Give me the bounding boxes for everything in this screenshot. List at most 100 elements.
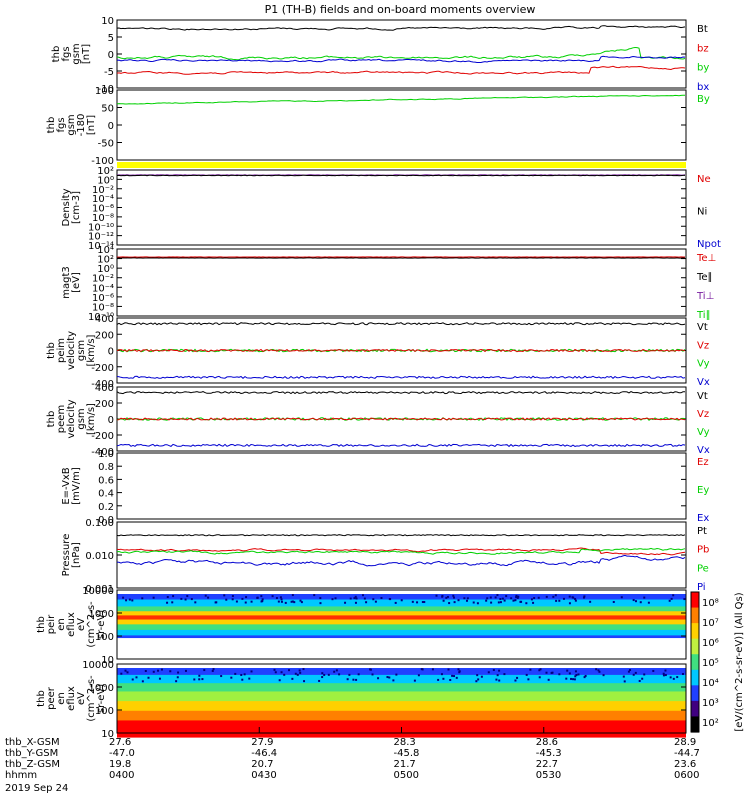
series-pi (116, 554, 686, 567)
spectrogram-speckle (280, 600, 283, 603)
spectrogram-speckle (582, 596, 585, 599)
spectrogram-speckle (529, 668, 532, 671)
spectrogram-speckle (574, 675, 577, 678)
spectrogram-speckle (144, 670, 147, 673)
spectrogram-speckle (533, 597, 536, 600)
y-tick-label: 10 (101, 16, 114, 27)
ephemeris-value: 28.6 (536, 737, 558, 748)
spectrogram-speckle (496, 594, 499, 597)
spectrogram-speckle (598, 670, 601, 673)
spectrogram-speckle (122, 596, 125, 599)
spectrogram-speckle (354, 595, 357, 598)
spectrogram-speckle (198, 674, 201, 677)
y-tick-label: 1.0 (98, 449, 114, 460)
spectrogram-speckle (514, 679, 517, 682)
spectrogram-band (117, 606, 686, 612)
spectrogram-speckle (361, 594, 364, 597)
panel-6: 400 200 0 -200 -400 thb peem velocity gsm [km/s] V… (46, 383, 710, 458)
spectrogram-speckle (662, 672, 665, 675)
y-axis-label-line: [nT] (86, 115, 97, 135)
ephemeris-value: 23.6 (674, 759, 696, 770)
y-axis-label-line: gsm (76, 408, 87, 429)
y-tick-label: 0.8 (98, 462, 114, 473)
spectrogram-speckle (388, 676, 391, 679)
y-axis-label-line: Density (61, 188, 72, 226)
y-tick-label: 10⁻⁶ (92, 293, 114, 304)
spectrogram-speckle (333, 670, 336, 673)
y-axis-label-line: (cm^2-s- (86, 601, 97, 648)
spectrogram-speckle (449, 678, 452, 681)
spectrogram-speckle (374, 600, 377, 603)
spectrogram-band (117, 683, 686, 693)
y-tick-label: 10⁴ (97, 245, 114, 256)
spectrogram-speckle (440, 673, 443, 676)
spectrogram-speckle (302, 668, 305, 671)
spectrogram-speckle (583, 595, 586, 598)
y-axis-label-line: [nT] (81, 44, 92, 64)
y-tick-label: 100 (95, 86, 114, 97)
spectrogram-speckle (244, 601, 247, 604)
y-tick-label: 5 (108, 33, 114, 44)
y-axis-label-line: gsm (66, 114, 77, 135)
spectrogram-speckle (176, 676, 179, 679)
spectrogram-band (117, 701, 686, 712)
spectrogram-speckle (487, 671, 490, 674)
spectrogram-speckle (212, 668, 215, 671)
spectrogram-speckle (485, 599, 488, 602)
spectrogram-speckle (240, 673, 243, 676)
spectrogram-speckle (568, 672, 571, 675)
spectrogram-speckle (602, 674, 605, 677)
spectrogram-speckle (273, 668, 276, 671)
spectrogram-speckle (377, 677, 380, 680)
y-axis-label: thb peer en eflux eV (cm^2-s-sr-eV) (36, 675, 107, 722)
series-bt (116, 25, 686, 31)
spectrogram-band (117, 635, 686, 639)
legend-entry: bz (697, 43, 709, 54)
spectrogram-speckle (475, 680, 478, 683)
legend-entry: Ni (697, 207, 707, 218)
colorbar-segment (691, 716, 699, 733)
y-tick-label: 10⁰ (97, 264, 114, 275)
y-axis-label: thb fgs gsm -180 [nT] (46, 114, 97, 137)
ephemeris-value: 0530 (536, 770, 561, 781)
spectrogram-speckle (298, 669, 301, 672)
spectrogram-speckle (441, 594, 444, 597)
y-tick-label: 10² (97, 255, 114, 266)
panel-5: 400 200 0 -200 -400 thb peim velocity gsm [km/s] V… (46, 314, 710, 390)
spectrogram-speckle (452, 596, 455, 599)
spectrogram-speckle (672, 594, 675, 597)
legend-entry: Pi (697, 582, 706, 593)
spectrogram-speckle (201, 678, 204, 681)
y-axis-label-line: gsm (76, 340, 87, 361)
legend-entry: Vx (697, 445, 710, 456)
spectrogram-speckle (547, 678, 550, 681)
y-axis-label: magt3 [eV] (61, 266, 82, 299)
spectrogram-speckle (357, 673, 360, 676)
spectrogram-speckle (431, 668, 434, 671)
spectrogram-speckle (501, 597, 504, 600)
y-axis-label-line: (cm^2-s- (86, 675, 97, 722)
colorbar-segment (691, 592, 699, 609)
spectrogram-speckle (203, 669, 206, 672)
ephemeris-value: 19.8 (109, 759, 131, 770)
y-axis-label: Pressure [nPa] (61, 534, 82, 577)
spectrogram-speckle (574, 670, 577, 673)
y-axis-label-line: sr-eV) (96, 684, 107, 713)
spectrogram-speckle (235, 600, 238, 603)
spectrogram-speckle (128, 598, 131, 601)
spectrogram-speckle (293, 601, 296, 604)
y-axis-label-line: thb (46, 342, 57, 359)
colorbar-segment (691, 700, 699, 718)
flag-bar (117, 162, 686, 168)
spectrogram-speckle (411, 600, 414, 603)
legend-entry: Vt (697, 391, 708, 402)
spectrogram-speckle (348, 673, 351, 676)
legend-entry: Ez (697, 457, 709, 468)
spectrogram-speckle (400, 599, 403, 602)
colorbar-label: [eV/(cm^2-s-sr-eV)] (All Qs) (734, 592, 745, 731)
legend-entry: Vt (697, 322, 708, 333)
y-axis-label-line: peim (56, 338, 67, 363)
spectrogram-speckle (516, 596, 519, 599)
legend-entry: Vy (697, 359, 710, 370)
spectrogram-speckle (294, 672, 297, 675)
